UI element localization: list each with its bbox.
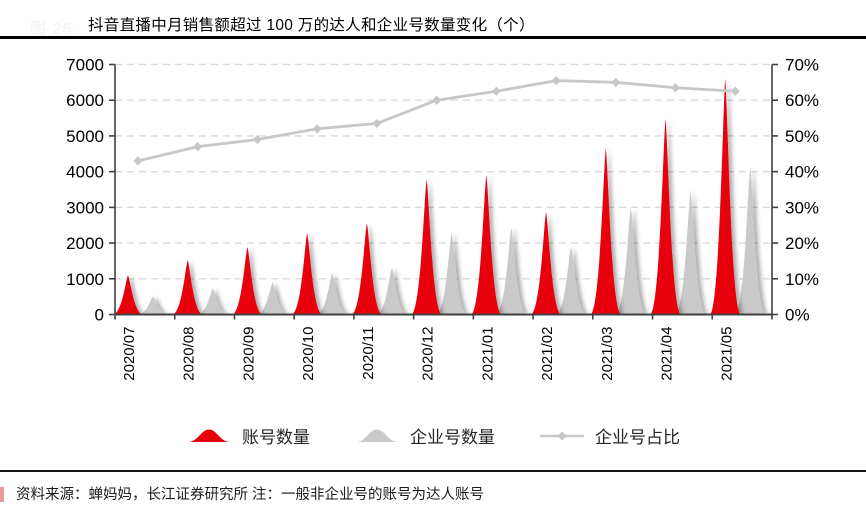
svg-text:2021/01: 2021/01 bbox=[479, 327, 496, 381]
legend-label-enterprise: 企业号数量 bbox=[410, 428, 495, 447]
source-note: 资料来源：蝉妈妈，长江证券研究所 注：一般非企业号的账号为达人账号 bbox=[16, 487, 485, 503]
svg-text:2020/11: 2020/11 bbox=[360, 327, 377, 380]
svg-text:2020/09: 2020/09 bbox=[240, 327, 257, 381]
svg-text:0%: 0% bbox=[785, 306, 810, 325]
svg-text:2021/03: 2021/03 bbox=[599, 327, 616, 381]
svg-text:2020/07: 2020/07 bbox=[121, 327, 138, 381]
title-divider bbox=[0, 36, 866, 39]
svg-text:2000: 2000 bbox=[66, 234, 104, 253]
svg-text:30%: 30% bbox=[785, 198, 819, 217]
gray-peak-legend-icon bbox=[356, 429, 398, 442]
svg-text:2021/02: 2021/02 bbox=[539, 327, 556, 381]
line-marker-legend-icon bbox=[540, 431, 584, 440]
svg-text:0: 0 bbox=[95, 306, 104, 325]
svg-text:50%: 50% bbox=[785, 127, 819, 146]
svg-text:2021/04: 2021/04 bbox=[659, 327, 676, 381]
svg-text:5000: 5000 bbox=[66, 127, 104, 146]
red-peak-legend-icon bbox=[188, 429, 230, 442]
chart-legend: 账号数量 企业号数量 企业号占比 bbox=[0, 423, 866, 448]
svg-text:40%: 40% bbox=[785, 163, 819, 182]
figure-number-label: 图 26: bbox=[30, 21, 78, 38]
legend-item-accounts: 账号数量 bbox=[186, 423, 310, 448]
chart-canvas: 0 1000 2000 3000 4000 5000 6000 7000 0% 10% 20% 30%… bbox=[66, 56, 819, 381]
svg-text:2021/05: 2021/05 bbox=[718, 327, 735, 381]
svg-text:60%: 60% bbox=[785, 91, 819, 110]
legend-label-share: 企业号占比 bbox=[595, 428, 680, 447]
svg-text:10%: 10% bbox=[785, 270, 819, 289]
page-edge-mark bbox=[0, 487, 4, 502]
svg-text:2020/10: 2020/10 bbox=[300, 327, 317, 381]
svg-text:7000: 7000 bbox=[66, 56, 104, 75]
svg-text:70%: 70% bbox=[785, 56, 819, 75]
svg-text:6000: 6000 bbox=[66, 91, 104, 110]
footer-divider bbox=[0, 470, 866, 472]
legend-label-accounts: 账号数量 bbox=[242, 428, 310, 447]
legend-item-share: 企业号占比 bbox=[539, 423, 680, 448]
svg-text:2020/08: 2020/08 bbox=[181, 327, 198, 381]
svg-text:2020/12: 2020/12 bbox=[420, 327, 437, 381]
svg-text:1000: 1000 bbox=[66, 270, 104, 289]
svg-text:20%: 20% bbox=[785, 234, 819, 253]
svg-text:4000: 4000 bbox=[66, 163, 104, 182]
legend-item-enterprise: 企业号数量 bbox=[354, 423, 495, 448]
chart-title: 抖音直播中月销售额超过 100 万的达人和企业号数量变化（个） bbox=[88, 17, 535, 34]
svg-text:3000: 3000 bbox=[66, 198, 104, 217]
